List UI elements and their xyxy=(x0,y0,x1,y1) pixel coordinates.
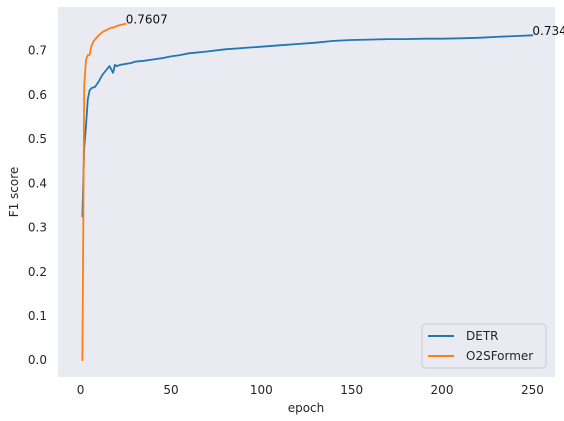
y-axis-label: F1 score xyxy=(7,167,21,218)
legend-label-detr: DETR xyxy=(466,329,499,343)
y-tick-label: 0.0 xyxy=(28,353,47,367)
y-tick-label: 0.2 xyxy=(28,265,47,279)
y-tick-label: 0.7 xyxy=(28,44,47,58)
x-axis-label: epoch xyxy=(288,401,325,415)
x-tick-label: 250 xyxy=(521,383,544,397)
x-tick-label: 0 xyxy=(77,383,85,397)
y-tick-label: 0.6 xyxy=(28,88,47,102)
x-tick-label: 100 xyxy=(250,383,273,397)
plot-area xyxy=(58,7,555,377)
series-line-o2sformer xyxy=(81,22,127,362)
chart-marks: 0 50 100 150 200 250 0.0 0.1 0.2 0.3 0.4 0.5 0.6 0.7 0… xyxy=(28,12,564,397)
legend: DETR O2SFormer xyxy=(421,323,547,369)
y-tick-label: 0.1 xyxy=(28,309,47,323)
y-tick-label: 0.3 xyxy=(28,221,47,235)
x-tick-label: 50 xyxy=(163,383,178,397)
legend-label-o2sformer: O2SFormer xyxy=(466,349,533,363)
x-tick-label: 150 xyxy=(340,383,363,397)
y-tick-label: 0.5 xyxy=(28,132,47,146)
data-label-detr: 0.7346 xyxy=(532,24,564,38)
data-label-o2sformer: 0.7607 xyxy=(126,12,168,26)
y-tick-label: 0.4 xyxy=(28,176,47,190)
x-tick-label: 200 xyxy=(431,383,454,397)
series-line-detr xyxy=(81,34,534,218)
